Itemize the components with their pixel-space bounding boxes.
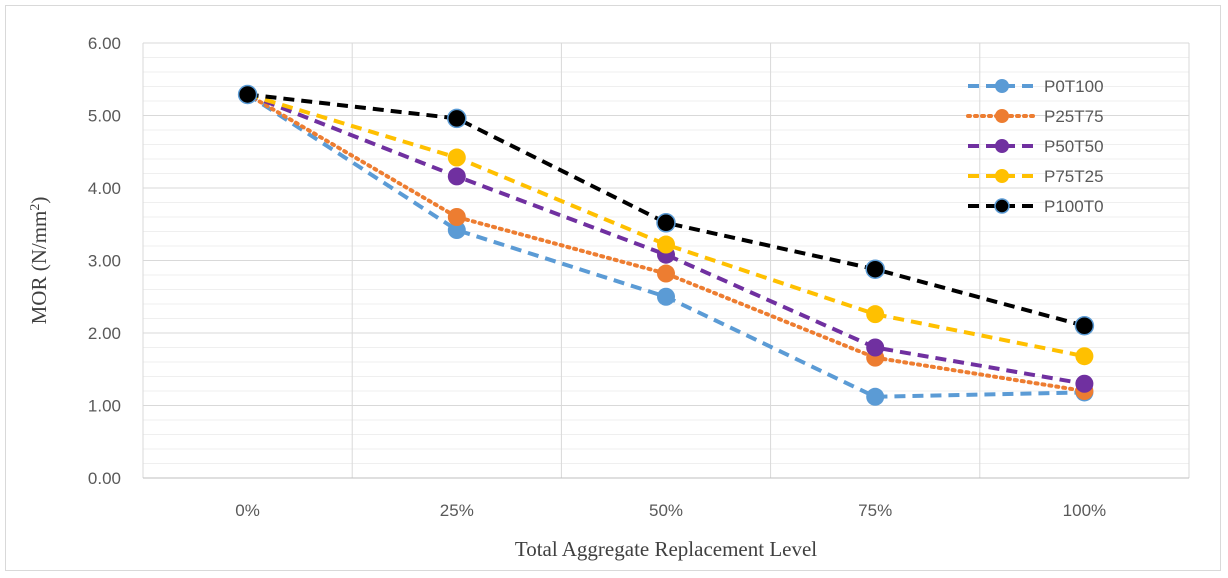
data-point-P75T25 xyxy=(866,305,885,324)
y-axis-title: MOR (N/mm2) xyxy=(27,197,51,325)
x-tick-label: 100% xyxy=(1063,501,1106,520)
data-point-P100T0 xyxy=(656,213,676,233)
data-point-P75T25 xyxy=(1075,347,1094,366)
data-point-P0T100 xyxy=(657,287,675,306)
legend-marker-P0T100 xyxy=(995,79,1009,93)
y-tick-label: 3.00 xyxy=(88,252,121,271)
y-tick-label: 0.00 xyxy=(88,469,121,488)
data-point-P100T0 xyxy=(1074,316,1095,336)
legend-marker-P75T25 xyxy=(995,169,1009,183)
data-point-P25T75 xyxy=(657,264,675,283)
legend-label-P75T25: P75T25 xyxy=(1044,167,1104,186)
y-tick-label: 1.00 xyxy=(88,397,121,416)
y-tick-label: 5.00 xyxy=(88,107,121,126)
y-axis-title-main: MOR (N/mm xyxy=(27,211,51,325)
legend: P0T100 P25T75 P50T50 P75T25 P100T0 xyxy=(966,77,1104,216)
legend-marker-P50T50 xyxy=(995,139,1009,153)
series-line-P50T50 xyxy=(246,92,1085,386)
y-axis-title-superscript: 2 xyxy=(28,204,43,211)
series-line-P100T0 xyxy=(247,92,1085,328)
data-point-P0T100 xyxy=(447,221,466,240)
x-tick-label: 0% xyxy=(235,501,260,520)
line-chart: 0.00 1.00 2.00 3.00 4.00 5.00 6.00 0% 25% 50% 75% 1… xyxy=(27,34,1190,561)
data-point-P50T50 xyxy=(1075,374,1094,393)
axes: 0.00 1.00 2.00 3.00 4.00 5.00 6.00 0% 25% 50% 75% 1… xyxy=(88,34,1189,520)
data-point-P50T50 xyxy=(866,338,885,357)
data-point-P100T0 xyxy=(237,84,258,105)
series-line-P25T75 xyxy=(245,92,1087,393)
data-point-P25T75 xyxy=(447,208,466,226)
data-point-P75T25 xyxy=(657,235,675,254)
legend-marker-P25T75 xyxy=(995,109,1009,123)
legend-label-P100T0: P100T0 xyxy=(1044,197,1104,216)
legend-label-P0T100: P0T100 xyxy=(1044,77,1104,96)
y-tick-label: 2.00 xyxy=(88,324,121,343)
data-point-P75T25 xyxy=(447,148,466,167)
x-tick-label: 25% xyxy=(440,501,474,520)
legend-label-P50T50: P50T50 xyxy=(1044,137,1104,156)
x-axis-title: Total Aggregate Replacement Level xyxy=(515,537,817,561)
legend-label-P25T75: P25T75 xyxy=(1044,107,1104,126)
chart-frame: 0.00 1.00 2.00 3.00 4.00 5.00 6.00 0% 25% 50% 75% 1… xyxy=(5,5,1221,571)
x-tick-label: 50% xyxy=(649,501,683,520)
data-point-P100T0 xyxy=(447,108,467,129)
data-point-P100T0 xyxy=(865,259,885,279)
y-axis-title-suffix: ) xyxy=(27,197,51,204)
series-lines xyxy=(237,84,1095,406)
series-line-P75T25 xyxy=(247,92,1085,359)
y-tick-label: 4.00 xyxy=(88,179,121,198)
data-point-P0T100 xyxy=(866,387,885,406)
data-point-P50T50 xyxy=(447,167,466,186)
y-tick-label: 6.00 xyxy=(88,34,121,53)
legend-marker-P100T0 xyxy=(994,198,1010,214)
x-tick-label: 75% xyxy=(858,501,892,520)
